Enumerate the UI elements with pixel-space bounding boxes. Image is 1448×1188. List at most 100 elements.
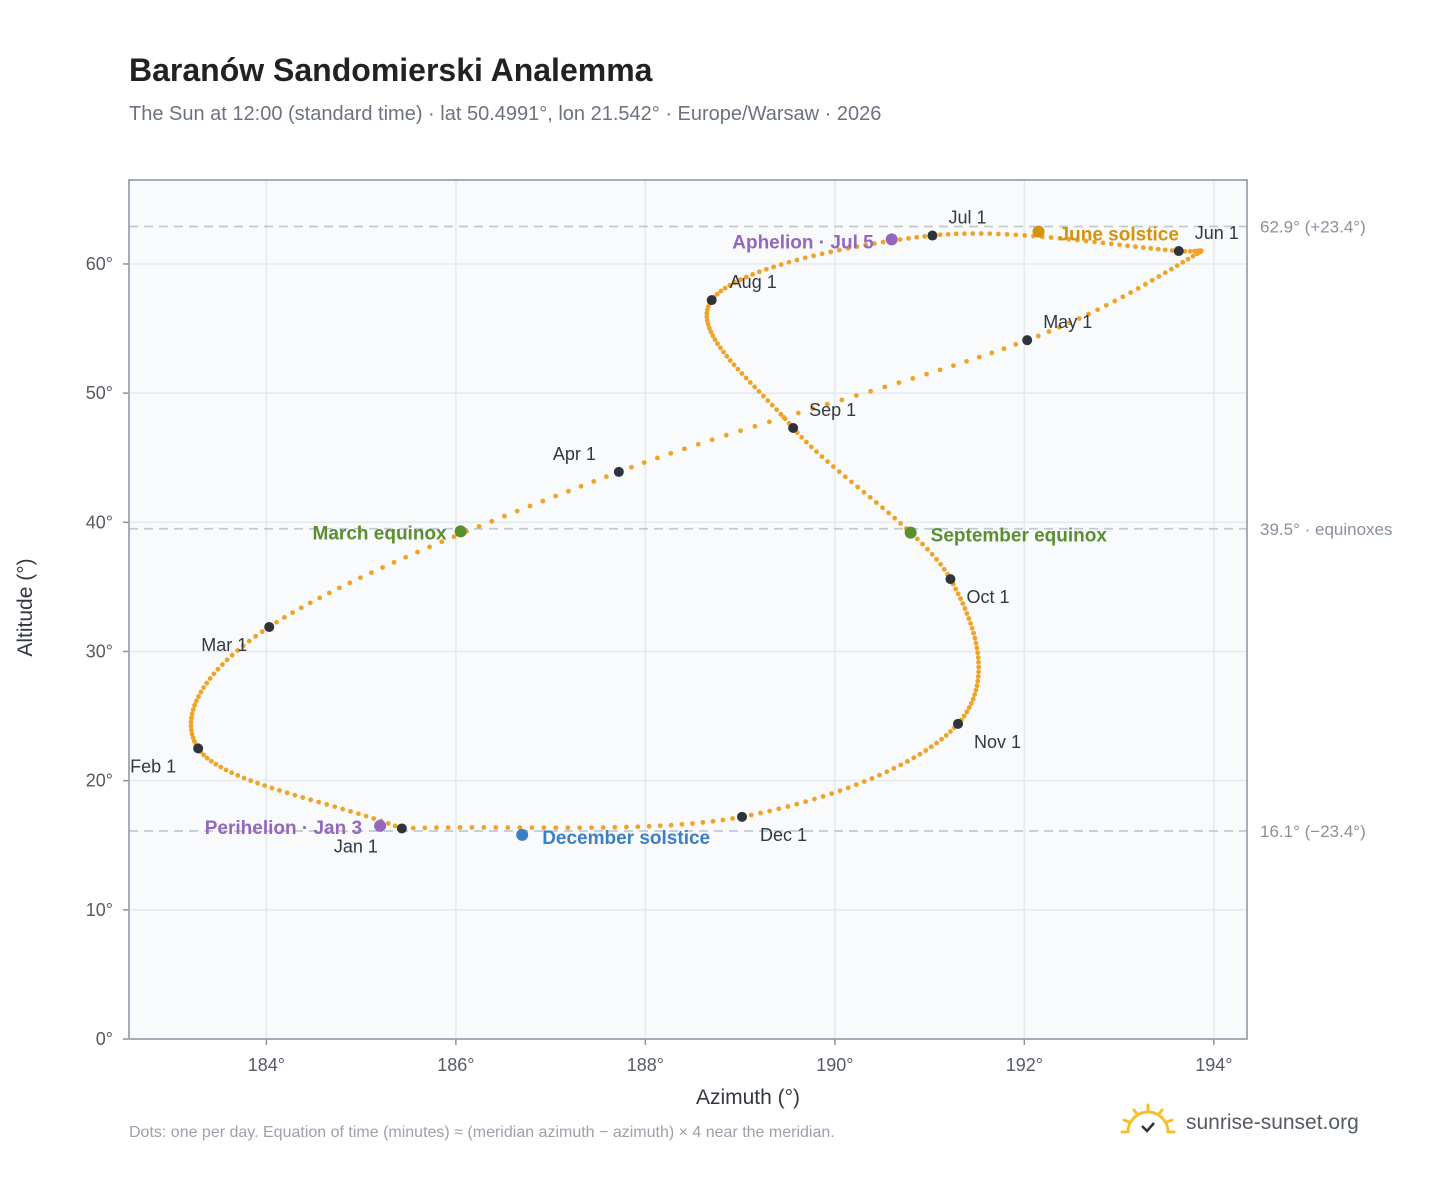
month-marker xyxy=(193,743,204,754)
daily-sun-dot xyxy=(914,234,920,240)
reference-line-label: 39.5° · equinoxes xyxy=(1260,520,1393,539)
daily-sun-dot xyxy=(914,536,920,542)
daily-sun-dot xyxy=(1185,256,1191,262)
daily-sun-dot xyxy=(201,685,207,690)
daily-sun-dot xyxy=(1112,298,1118,304)
daily-sun-dot xyxy=(235,772,241,778)
daily-sun-dot xyxy=(1103,302,1109,308)
daily-sun-dot xyxy=(819,251,825,257)
daily-sun-dot xyxy=(730,816,736,821)
daily-sun-dot xyxy=(766,419,772,425)
daily-sun-dot xyxy=(710,333,716,339)
daily-sun-dot xyxy=(794,801,800,807)
daily-sun-dot xyxy=(284,790,290,796)
daily-sun-dot xyxy=(897,237,903,242)
daily-sun-dot xyxy=(308,797,314,803)
daily-sun-dot xyxy=(368,570,374,576)
month-label: May 1 xyxy=(1043,312,1092,332)
daily-sun-dot xyxy=(743,274,749,280)
y-axis-label: Altitude (°) xyxy=(14,558,37,656)
month-label: Feb 1 xyxy=(130,756,176,776)
daily-sun-dot xyxy=(298,605,304,611)
daily-sun-dot xyxy=(837,788,843,794)
daily-sun-dot xyxy=(211,671,217,677)
daily-sun-dot xyxy=(966,616,972,621)
daily-sun-dot xyxy=(1174,263,1180,269)
daily-sun-dot xyxy=(964,358,969,364)
month-label: Jul 1 xyxy=(948,208,986,228)
daily-sun-dot xyxy=(690,821,695,826)
daily-sun-dot xyxy=(204,680,210,686)
daily-sun-dot xyxy=(974,645,980,651)
daily-sun-dot xyxy=(924,371,929,377)
daily-sun-dot xyxy=(481,825,487,830)
daily-sun-dot xyxy=(505,825,511,830)
daily-sun-dot xyxy=(898,762,904,768)
daily-sun-dot xyxy=(190,707,196,713)
daily-sun-dot xyxy=(803,799,809,805)
daily-sun-dot xyxy=(782,416,788,422)
daily-sun-dot xyxy=(1083,238,1089,244)
daily-sun-dot xyxy=(938,561,943,567)
daily-sun-dot xyxy=(756,389,762,394)
x-tick-label: 188° xyxy=(627,1055,664,1075)
daily-sun-dot xyxy=(842,474,848,480)
daily-sun-dot xyxy=(756,269,762,275)
daily-sun-dot xyxy=(1095,307,1100,313)
daily-sun-dot xyxy=(974,683,980,689)
daily-sun-dot xyxy=(704,310,710,316)
daily-sun-dot xyxy=(1117,242,1122,248)
x-tick-label: 194° xyxy=(1195,1055,1232,1075)
brand[interactable]: sunrise-sunset.org xyxy=(1120,1102,1359,1143)
daily-sun-dot xyxy=(300,795,306,800)
daily-sun-dot xyxy=(1168,266,1174,272)
daily-sun-dot xyxy=(763,266,769,272)
daily-sun-dot xyxy=(218,764,224,770)
daily-sun-dot xyxy=(262,783,268,788)
daily-sun-dot xyxy=(923,748,929,753)
daily-sun-dot xyxy=(854,244,860,250)
daily-sun-dot xyxy=(219,662,225,667)
daily-sun-dot xyxy=(786,259,792,265)
daily-sun-dot xyxy=(1149,277,1155,283)
daily-sun-dot xyxy=(925,546,930,552)
daily-sun-dot xyxy=(493,825,499,830)
daily-sun-dot xyxy=(785,804,791,809)
daily-sun-dot xyxy=(705,321,711,327)
daily-sun-dot xyxy=(880,505,885,511)
daily-sun-dot xyxy=(722,285,728,291)
daily-sun-dot xyxy=(704,314,710,320)
daily-sun-dot xyxy=(714,291,720,297)
daily-sun-dot xyxy=(565,825,571,831)
event-marker xyxy=(885,233,898,246)
daily-sun-dot xyxy=(624,824,629,830)
daily-sun-dot xyxy=(776,806,782,812)
month-marker xyxy=(1022,335,1033,346)
daily-sun-dot xyxy=(975,678,981,684)
daily-sun-dot xyxy=(799,434,805,440)
daily-sun-dot xyxy=(710,818,716,824)
daily-sun-dot xyxy=(191,738,197,744)
daily-sun-dot xyxy=(612,824,618,830)
daily-sun-dot xyxy=(961,713,967,719)
daily-sun-dot xyxy=(1190,253,1196,259)
daily-sun-dot xyxy=(937,367,943,373)
daily-sun-dot xyxy=(962,606,968,611)
daily-sun-dot xyxy=(1148,245,1154,251)
daily-sun-dot xyxy=(1092,239,1097,245)
month-label: Nov 1 xyxy=(974,732,1021,752)
daily-sun-dot xyxy=(976,664,982,670)
daily-sun-dot xyxy=(277,788,282,793)
month-label: Sep 1 xyxy=(809,400,856,420)
daily-sun-dot xyxy=(1142,281,1148,287)
daily-sun-dot xyxy=(434,825,439,831)
daily-sun-dot xyxy=(973,687,979,693)
daily-sun-dot xyxy=(392,823,398,829)
daily-sun-dot xyxy=(255,780,260,786)
daily-sun-dot xyxy=(920,541,925,547)
daily-sun-dot xyxy=(307,600,313,606)
y-tick-label: 60° xyxy=(86,254,113,274)
daily-sun-dot xyxy=(758,810,763,816)
daily-sun-dot xyxy=(540,498,546,504)
